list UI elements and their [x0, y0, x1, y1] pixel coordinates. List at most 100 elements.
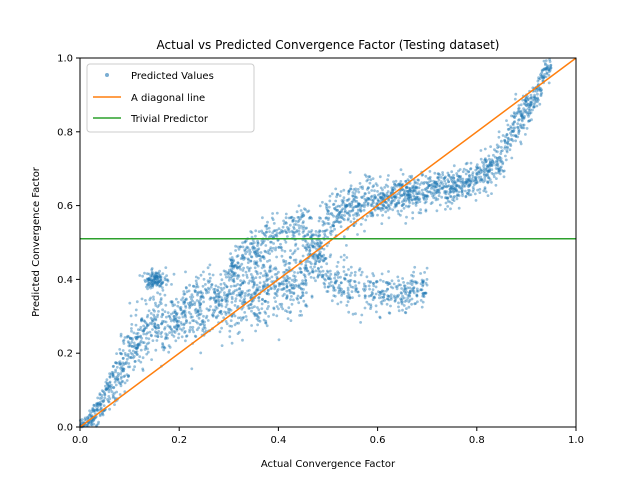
scatter-point: [256, 251, 260, 255]
scatter-point: [157, 280, 160, 284]
scatter-point: [355, 287, 359, 290]
scatter-point: [374, 304, 378, 308]
scatter-point: [253, 250, 257, 254]
scatter-point: [256, 241, 260, 245]
scatter-point: [91, 406, 95, 410]
scatter-point: [378, 293, 381, 297]
scatter-point: [217, 296, 221, 299]
scatter-point: [433, 181, 437, 185]
scatter-point: [317, 269, 321, 273]
scatter-point: [494, 183, 498, 187]
scatter-point: [106, 386, 109, 390]
scatter-point: [104, 388, 108, 391]
scatter-point: [210, 283, 214, 287]
scatter-point: [471, 189, 475, 193]
scatter-point: [536, 92, 539, 96]
scatter-point: [217, 292, 220, 296]
scatter-point: [540, 69, 544, 73]
scatter-point: [293, 271, 296, 274]
scatter-point: [397, 192, 400, 196]
scatter-point: [465, 161, 469, 165]
scatter-point: [460, 186, 464, 190]
scatter-point: [321, 220, 325, 223]
scatter-point: [415, 281, 419, 285]
scatter-point: [156, 313, 160, 317]
scatter-point: [95, 423, 99, 427]
scatter-point: [452, 173, 455, 177]
scatter-point: [241, 290, 245, 293]
scatter-point: [136, 344, 140, 348]
scatter-point: [483, 147, 487, 151]
scatter-point: [152, 308, 155, 312]
scatter-point: [269, 269, 273, 273]
scatter-point: [405, 290, 408, 294]
scatter-point: [294, 283, 298, 287]
scatter-point: [265, 273, 269, 277]
scatter-point: [429, 190, 432, 194]
scatter-point: [328, 277, 332, 281]
scatter-point: [353, 279, 356, 283]
scatter-point: [400, 204, 404, 208]
scatter-point: [417, 178, 420, 182]
scatter-point: [424, 174, 428, 178]
scatter-point: [264, 312, 268, 315]
scatter-point: [309, 235, 312, 239]
scatter-point: [261, 274, 265, 278]
scatter-point: [396, 209, 400, 213]
y-tick-label: 1.0: [57, 54, 73, 65]
scatter-point: [452, 181, 455, 185]
scatter-point: [474, 175, 478, 179]
scatter-point: [284, 259, 288, 263]
scatter-point: [331, 224, 335, 228]
scatter-point: [225, 285, 229, 289]
scatter-point: [397, 201, 401, 205]
scatter-point: [357, 268, 361, 272]
scatter-point: [428, 175, 432, 179]
scatter-point: [145, 342, 149, 346]
scatter-point: [372, 295, 376, 299]
scatter-point: [525, 96, 528, 100]
scatter-point: [303, 246, 307, 249]
scatter-point: [229, 258, 233, 262]
scatter-point: [253, 260, 256, 264]
scatter-point: [444, 207, 447, 211]
scatter-point: [240, 291, 244, 295]
scatter-point: [349, 205, 353, 208]
scatter-point: [406, 193, 409, 197]
scatter-point: [237, 247, 241, 251]
scatter-point: [187, 303, 191, 307]
scatter-point: [339, 215, 343, 219]
scatter-point: [173, 331, 177, 334]
scatter-point: [309, 275, 313, 279]
scatter-point: [239, 290, 243, 294]
scatter-point: [217, 292, 221, 295]
scatter-point: [407, 195, 410, 199]
scatter-point: [225, 294, 228, 298]
scatter-point: [324, 216, 328, 220]
scatter-point: [93, 409, 97, 413]
scatter-point: [249, 266, 252, 270]
scatter-point: [494, 149, 498, 153]
scatter-point: [311, 233, 315, 237]
scatter-point: [159, 298, 163, 302]
scatter-point: [414, 202, 417, 205]
scatter-point: [235, 266, 239, 270]
scatter-point: [255, 263, 259, 266]
scatter-point: [375, 184, 379, 187]
scatter-point: [304, 260, 308, 264]
scatter-point: [275, 228, 279, 232]
scatter-point: [334, 199, 338, 203]
scatter-point: [193, 301, 197, 304]
y-tick-label: 0.6: [57, 201, 73, 212]
scatter-point: [426, 195, 430, 198]
scatter-point: [183, 292, 187, 296]
scatter-point: [369, 307, 372, 310]
scatter-point: [101, 411, 104, 415]
scatter-point: [161, 313, 165, 317]
scatter-point: [366, 178, 370, 182]
scatter-point: [219, 310, 223, 313]
scatter-point: [131, 353, 135, 356]
scatter-point: [216, 288, 220, 292]
scatter-point: [336, 276, 340, 279]
scatter-point: [237, 316, 240, 320]
